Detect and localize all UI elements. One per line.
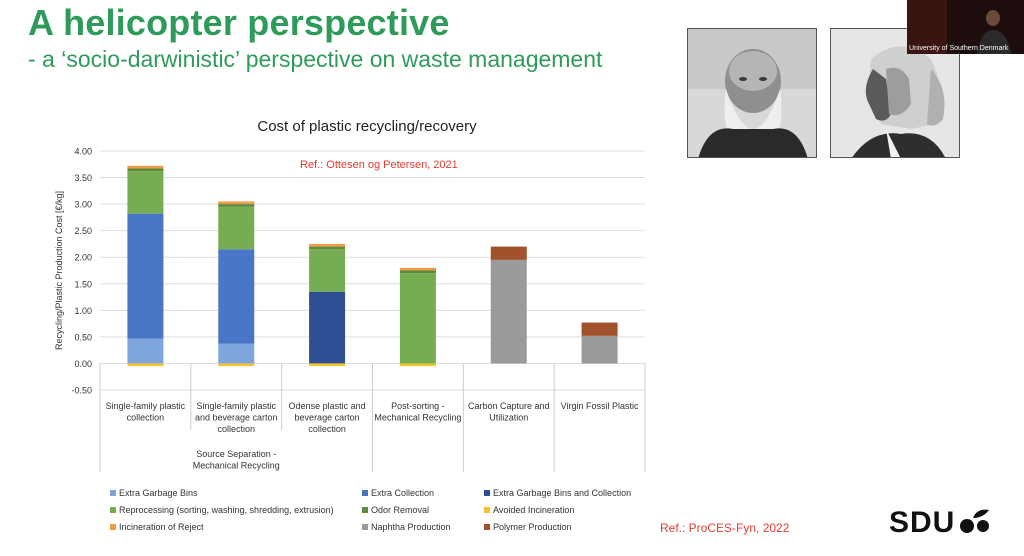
x-tick-label: Mechanical Recycling	[374, 413, 461, 423]
x-tick-label: Single-family plastic	[196, 401, 276, 411]
y-tick-label: 0.00	[74, 359, 92, 369]
legend-entry: Odor Removal	[371, 505, 429, 515]
bar-segment	[309, 363, 346, 367]
chart-title: Cost of plastic recycling/recovery	[257, 118, 477, 135]
x-group-label: Mechanical Recycling	[193, 461, 280, 471]
bar-segment	[309, 246, 346, 250]
bar-segment	[218, 343, 255, 364]
bar-segment	[127, 168, 164, 172]
y-axis-label: Recycling/Plastic Production Cost [€/kg]	[54, 191, 64, 350]
sdu-logo-icon	[960, 509, 989, 533]
x-tick-label: Carbon Capture and	[468, 401, 550, 411]
bar-segment	[218, 206, 255, 250]
x-tick-label: and beverage carton	[195, 413, 278, 423]
x-tick-label: Single-family plastic	[106, 401, 186, 411]
legend-entry: Extra Garbage Bins and Collection	[493, 488, 631, 498]
bar-segment	[490, 259, 527, 364]
chart-area: Cost of plastic recycling/recovery 4.00 3.…	[0, 100, 680, 556]
slide-subtitle: - a ‘socio-darwinistic’ perspective on w…	[28, 46, 603, 72]
bar-segment	[127, 363, 164, 367]
legend-swatch	[110, 490, 116, 496]
bar-segment	[309, 249, 346, 292]
legend-entry: Extra Garbage Bins	[119, 488, 198, 498]
bar-segment	[127, 165, 164, 169]
legend-entry: Polymer Production	[493, 522, 572, 532]
video-participant-label: University of Southern Denmark	[909, 45, 1009, 52]
legend-swatch	[484, 490, 490, 496]
bar-segment	[581, 335, 618, 364]
x-tick-label: collection	[217, 424, 255, 434]
legend-entry: Extra Collection	[371, 488, 434, 498]
bar-segment	[218, 249, 255, 344]
bar-segment	[309, 243, 346, 247]
portrait-wigged-man	[830, 28, 960, 158]
reference-note: Ref.: ProCES-Fyn, 2022	[660, 521, 790, 535]
x-tick-label: collection	[308, 424, 346, 434]
portrait-bearded-man	[687, 28, 817, 158]
bar-segment	[127, 213, 164, 339]
sdu-logo: SDU	[889, 506, 956, 539]
legend-swatch	[484, 507, 490, 513]
bar-segment	[218, 201, 255, 205]
x-tick-label: Virgin Fossil Plastic	[561, 401, 639, 411]
bar-segment	[218, 204, 255, 207]
chart-annotation: Ref.: Ottesen og Petersen, 2021	[300, 159, 458, 171]
x-tick-label: collection	[127, 413, 165, 423]
y-tick-label: 1.00	[74, 306, 92, 316]
y-tick-label: 2.50	[74, 226, 92, 236]
y-tick-label: 3.00	[74, 200, 92, 210]
x-group-label: Source Separation -	[196, 449, 276, 459]
legend-swatch	[362, 490, 368, 496]
legend-entry: Reprocessing (sorting, washing, shreddin…	[119, 505, 334, 515]
bar-segment	[309, 291, 346, 364]
x-tick-label: Utilization	[489, 413, 528, 423]
legend-swatch	[362, 507, 368, 513]
legend-swatch	[110, 507, 116, 513]
bar-segment	[127, 171, 164, 214]
legend-swatch	[362, 524, 368, 530]
bar-segment	[399, 270, 436, 274]
bar-segment	[399, 273, 436, 364]
y-tick-label: -0.50	[71, 386, 92, 396]
y-tick-label: 2.00	[74, 253, 92, 263]
bar-segment	[581, 322, 618, 336]
bar-segment	[399, 363, 436, 367]
y-tick-label: 4.00	[74, 147, 92, 157]
legend-entry: Incineration of Reject	[119, 522, 204, 532]
legend-entry: Naphtha Production	[371, 522, 451, 532]
legend-swatch	[484, 524, 490, 530]
x-tick-label: Post-sorting -	[391, 401, 445, 411]
webcam-video-feed: University of Southern Denmark	[907, 0, 1024, 54]
x-tick-label: Odense plastic and	[289, 401, 366, 411]
bar-segment	[218, 363, 255, 367]
bar-segment	[490, 246, 527, 260]
x-tick-label: beverage carton	[295, 413, 360, 423]
y-tick-label: 0.50	[74, 332, 92, 342]
legend-entry: Avoided Incineration	[493, 505, 574, 515]
y-tick-label: 3.50	[74, 173, 92, 183]
bar-segment	[127, 338, 164, 364]
y-tick-label: 1.50	[74, 279, 92, 289]
slide-title: A helicopter perspective	[28, 2, 450, 43]
bar-segment	[399, 267, 436, 271]
legend-swatch	[110, 524, 116, 530]
stacked-bar-chart: Cost of plastic recycling/recovery 4.00 3.…	[54, 118, 646, 532]
